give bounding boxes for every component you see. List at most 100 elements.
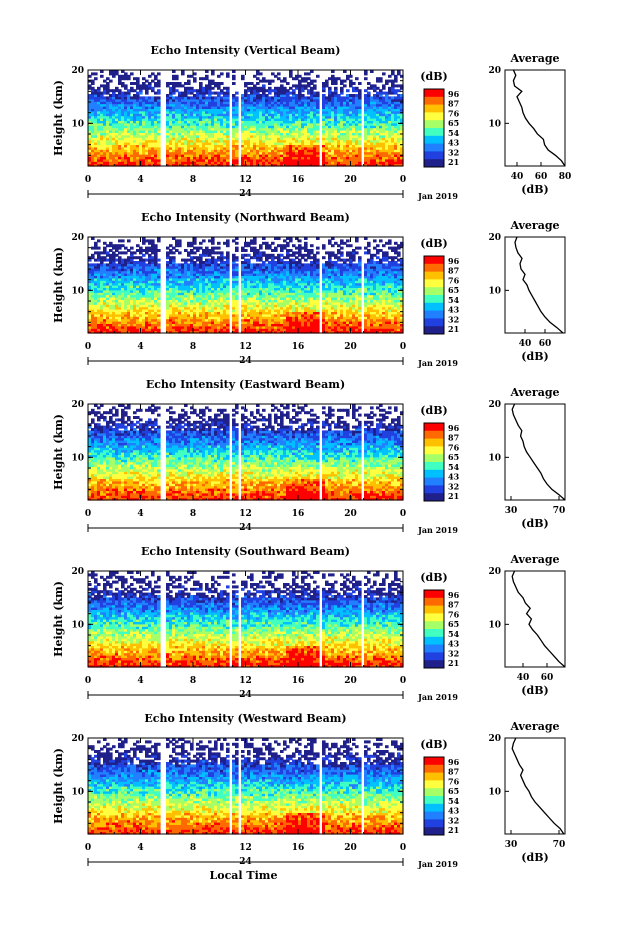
- heatmap-cell: [241, 94, 245, 97]
- heatmap-cell: [169, 265, 173, 269]
- heatmap-cell: [184, 118, 188, 121]
- heatmap-cell: [175, 292, 179, 296]
- heatmap-cell: [145, 265, 149, 269]
- heatmap-cell: [313, 149, 317, 153]
- heatmap-cell: [121, 275, 125, 279]
- heatmap-cell: [100, 144, 104, 148]
- heatmap-cell: [100, 74, 104, 78]
- heatmap-cell: [136, 134, 140, 138]
- heatmap-cell: [247, 113, 251, 117]
- heatmap-cell: [358, 120, 362, 124]
- heatmap-cell: [367, 151, 371, 155]
- heatmap-cell: [316, 132, 320, 136]
- heatmap-cell: [205, 306, 209, 310]
- heatmap-cell: [88, 127, 92, 131]
- heatmap-cell: [112, 156, 116, 160]
- heatmap-cell: [127, 321, 131, 324]
- heatmap-cell: [94, 89, 98, 93]
- heatmap-cell: [322, 101, 326, 105]
- heatmap-cell: [235, 106, 239, 109]
- heatmap-cell: [370, 108, 374, 112]
- heatmap-cell: [154, 113, 158, 117]
- heatmap-cell: [343, 118, 347, 121]
- heatmap-cell: [349, 156, 353, 160]
- heatmap-cell: [94, 94, 98, 97]
- heatmap-cell: [106, 151, 110, 155]
- heatmap-cell: [208, 134, 212, 138]
- heatmap-cell: [127, 122, 131, 126]
- heatmap-cell: [187, 280, 191, 284]
- heatmap-cell: [124, 118, 128, 121]
- heatmap-cell: [136, 244, 140, 248]
- heatmap-cell: [178, 118, 182, 121]
- heatmap-cell: [190, 251, 194, 255]
- heatmap-cell: [178, 280, 182, 284]
- heatmap-cell: [145, 98, 149, 102]
- heatmap-cell: [208, 292, 212, 296]
- heatmap-cell: [373, 137, 377, 141]
- heatmap-cell: [310, 130, 314, 133]
- heatmap-cell: [223, 132, 227, 136]
- heatmap-cell: [373, 106, 377, 109]
- heatmap-cell: [391, 139, 395, 143]
- heatmap-cell: [121, 265, 125, 269]
- heatmap-cell: [127, 115, 131, 119]
- heatmap-cell: [295, 154, 299, 157]
- heatmap-cell: [379, 96, 383, 100]
- heatmap-cell: [148, 134, 152, 138]
- heatmap-cell: [364, 108, 368, 112]
- heatmap-cell: [328, 110, 332, 114]
- heatmap-cell: [175, 277, 179, 281]
- heatmap-cell: [343, 151, 347, 155]
- heatmap-cell: [205, 130, 209, 133]
- heatmap-cell: [202, 282, 206, 286]
- heatmap-cell: [244, 146, 248, 150]
- heatmap-cell: [142, 149, 146, 153]
- heatmap-cell: [397, 115, 401, 119]
- heatmap-cell: [397, 161, 401, 165]
- heatmap-cell: [331, 132, 335, 136]
- heatmap-cell: [310, 158, 314, 162]
- heatmap-cell: [109, 132, 113, 136]
- heatmap-cell: [133, 282, 137, 286]
- heatmap-cell: [88, 146, 92, 150]
- heatmap-cell: [97, 328, 101, 332]
- heatmap-cell: [373, 127, 377, 131]
- heatmap-cell: [136, 299, 140, 303]
- heatmap-cell: [121, 304, 125, 308]
- heatmap-cell: [196, 316, 200, 320]
- heatmap-cell: [127, 132, 131, 136]
- heatmap-cell: [223, 149, 227, 153]
- heatmap-cell: [151, 149, 155, 153]
- heatmap-cell: [373, 118, 377, 121]
- heatmap-cell: [166, 304, 170, 308]
- heatmap-cell: [235, 161, 239, 165]
- heatmap-cell: [145, 325, 149, 329]
- heatmap-cell: [274, 122, 278, 126]
- heatmap-cell: [217, 309, 221, 312]
- heatmap-cell: [328, 94, 332, 97]
- heatmap-cell: [337, 94, 341, 97]
- heatmap-cell: [196, 115, 200, 119]
- heatmap-cell: [262, 96, 266, 100]
- heatmap-cell: [391, 103, 395, 107]
- heatmap-cell: [202, 127, 206, 131]
- heatmap-cell: [340, 163, 344, 167]
- heatmap-cell: [304, 96, 308, 100]
- heatmap-field: [88, 70, 404, 167]
- heatmap-cell: [295, 86, 299, 90]
- heatmap-cell: [283, 130, 287, 133]
- heatmap-cell: [325, 106, 329, 109]
- heatmap-cell: [268, 89, 272, 93]
- heatmap-cell: [133, 82, 137, 85]
- heatmap-cell: [205, 270, 209, 274]
- heatmap-cell: [283, 96, 287, 100]
- heatmap-cell: [88, 118, 92, 121]
- heatmap-cell: [394, 122, 398, 126]
- heatmap-cell: [241, 96, 245, 100]
- heatmap-cell: [235, 149, 239, 153]
- heatmap-cell: [187, 120, 191, 124]
- heatmap-cell: [130, 299, 134, 303]
- heatmap-cell: [127, 158, 131, 162]
- heatmap-cell: [301, 79, 305, 83]
